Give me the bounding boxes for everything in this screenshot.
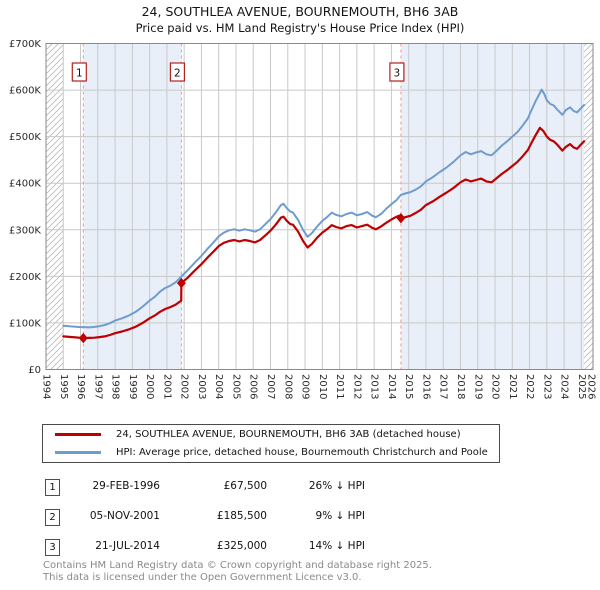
page-subtitle: Price paid vs. HM Land Registry's House … (135, 21, 465, 35)
svg-text:2007: 2007 (265, 374, 276, 399)
svg-text:1994: 1994 (41, 374, 52, 399)
svg-text:1996: 1996 (75, 374, 86, 399)
transaction-price: £67,500 (223, 480, 267, 492)
transaction-number-badge: 2 (45, 509, 60, 526)
page-title: 24, SOUTHLEA AVENUE, BOURNEMOUTH, BH6 3A… (141, 4, 459, 19)
svg-text:£100K: £100K (9, 318, 41, 329)
transaction-hpi-diff: 9% ↓ HPI (315, 510, 365, 522)
svg-text:2019: 2019 (472, 374, 483, 399)
legend-item-property: 24, SOUTHLEA AVENUE, BOURNEMOUTH, BH6 3A… (43, 426, 499, 443)
svg-text:2: 2 (174, 68, 181, 80)
svg-text:2025: 2025 (576, 374, 587, 399)
price-chart: 1 2 3 £0 £100K £200K £300K £400K £500K £600K £700K… (9, 39, 597, 399)
svg-text:£600K: £600K (9, 86, 41, 97)
svg-text:1999: 1999 (127, 374, 138, 399)
svg-text:2000: 2000 (144, 374, 155, 399)
legend-item-hpi: HPI: Average price, detached house, Bour… (43, 444, 499, 461)
svg-text:1998: 1998 (110, 374, 121, 399)
svg-text:2022: 2022 (524, 374, 535, 399)
svg-text:2026: 2026 (586, 374, 597, 399)
license-footer: Contains HM Land Registry data © Crown c… (43, 560, 432, 584)
svg-text:2001: 2001 (161, 374, 172, 399)
svg-text:1995: 1995 (58, 374, 69, 399)
footer-line-2: This data is licensed under the Open Gov… (43, 572, 362, 583)
svg-text:3: 3 (394, 68, 401, 80)
transaction-date: 21-JUL-2014 (95, 540, 160, 552)
svg-text:2013: 2013 (369, 374, 380, 399)
svg-text:£300K: £300K (9, 225, 41, 236)
svg-text:£700K: £700K (9, 39, 41, 50)
svg-text:2002: 2002 (179, 374, 190, 399)
svg-text:2020: 2020 (490, 374, 501, 399)
transaction-number-badge: 1 (45, 479, 60, 496)
transaction-row: 3 21-JUL-2014 £325,000 14% ↓ HPI (0, 539, 600, 557)
svg-text:2016: 2016 (420, 374, 431, 399)
svg-text:2024: 2024 (559, 374, 570, 399)
svg-text:2008: 2008 (282, 374, 293, 399)
svg-text:2009: 2009 (300, 374, 311, 399)
svg-text:2003: 2003 (196, 374, 207, 399)
legend-label: 24, SOUTHLEA AVENUE, BOURNEMOUTH, BH6 3A… (116, 429, 461, 440)
transaction-price: £185,500 (216, 510, 267, 522)
svg-text:2018: 2018 (455, 374, 466, 399)
svg-text:2004: 2004 (213, 374, 224, 399)
svg-text:2012: 2012 (351, 374, 362, 399)
svg-text:2015: 2015 (403, 374, 414, 399)
svg-text:£400K: £400K (9, 179, 41, 190)
svg-text:2006: 2006 (248, 374, 259, 399)
footer-line-1: Contains HM Land Registry data © Crown c… (43, 560, 432, 571)
blue-line-swatch (55, 451, 101, 454)
transaction-price: £325,000 (216, 540, 267, 552)
red-line-swatch (55, 433, 101, 436)
svg-text:£0: £0 (28, 365, 41, 376)
svg-text:£200K: £200K (9, 272, 41, 283)
transaction-number-badge: 3 (45, 539, 60, 556)
legend-label: HPI: Average price, detached house, Bour… (116, 447, 488, 458)
transaction-hpi-diff: 26% ↓ HPI (308, 480, 365, 492)
svg-text:2005: 2005 (230, 374, 241, 399)
svg-text:£500K: £500K (9, 132, 41, 143)
svg-text:2010: 2010 (317, 374, 328, 399)
transaction-date: 05-NOV-2001 (89, 510, 160, 522)
transaction-date: 29-FEB-1996 (92, 480, 160, 492)
svg-text:1: 1 (76, 68, 83, 80)
transaction-hpi-diff: 14% ↓ HPI (308, 540, 365, 552)
svg-text:1997: 1997 (92, 374, 103, 399)
transaction-row: 1 29-FEB-1996 £67,500 26% ↓ HPI (0, 479, 600, 497)
legend: 24, SOUTHLEA AVENUE, BOURNEMOUTH, BH6 3A… (42, 424, 500, 463)
svg-text:2017: 2017 (438, 374, 449, 399)
transaction-row: 2 05-NOV-2001 £185,500 9% ↓ HPI (0, 509, 600, 527)
svg-text:2014: 2014 (386, 374, 397, 399)
svg-text:2021: 2021 (507, 374, 518, 399)
svg-text:2011: 2011 (334, 374, 345, 399)
svg-text:2023: 2023 (541, 374, 552, 399)
